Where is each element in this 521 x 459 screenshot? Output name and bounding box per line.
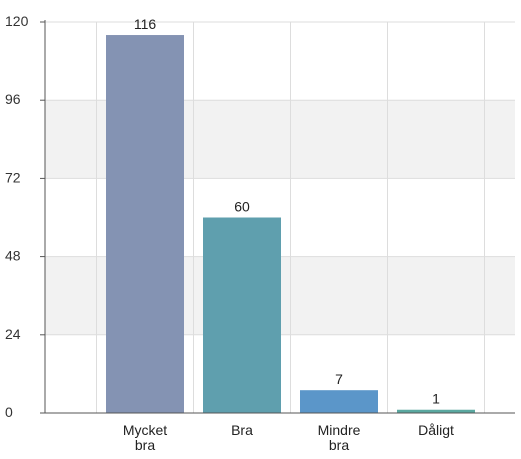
y-tick-label: 0 <box>5 404 13 420</box>
x-category-label-line: Mycket <box>123 422 167 438</box>
data-label: 116 <box>134 16 157 32</box>
y-tick-label: 120 <box>5 13 29 29</box>
x-category-label: Bra <box>231 422 253 438</box>
y-tick-label: 72 <box>5 169 21 185</box>
x-category-label: Mindre bra <box>318 422 361 453</box>
y-axis-ticks: 0 24 48 72 96 120 <box>5 13 45 420</box>
x-category-label-line: bra <box>329 437 349 453</box>
y-tick-label: 24 <box>5 326 21 342</box>
data-labels: 116 60 7 1 <box>134 16 440 407</box>
x-category-label: Mycket bra <box>123 422 167 453</box>
x-category-label-line: Mindre <box>318 422 361 438</box>
x-category-label-line: Bra <box>231 422 253 438</box>
bars <box>106 35 475 414</box>
bar <box>397 409 475 413</box>
bar <box>300 390 378 413</box>
x-category-label-line: bra <box>135 437 155 453</box>
x-category-label: Dåligt <box>418 422 454 438</box>
bar <box>203 217 281 413</box>
y-tick-label: 96 <box>5 91 21 107</box>
axes <box>44 20 515 414</box>
y-tick-label: 48 <box>5 248 21 264</box>
data-label: 7 <box>335 371 343 387</box>
vertical-gridlines <box>96 22 485 413</box>
x-category-label-line: Dåligt <box>418 422 454 438</box>
bar <box>106 35 184 414</box>
data-label: 60 <box>234 199 250 215</box>
data-label: 1 <box>432 391 440 407</box>
